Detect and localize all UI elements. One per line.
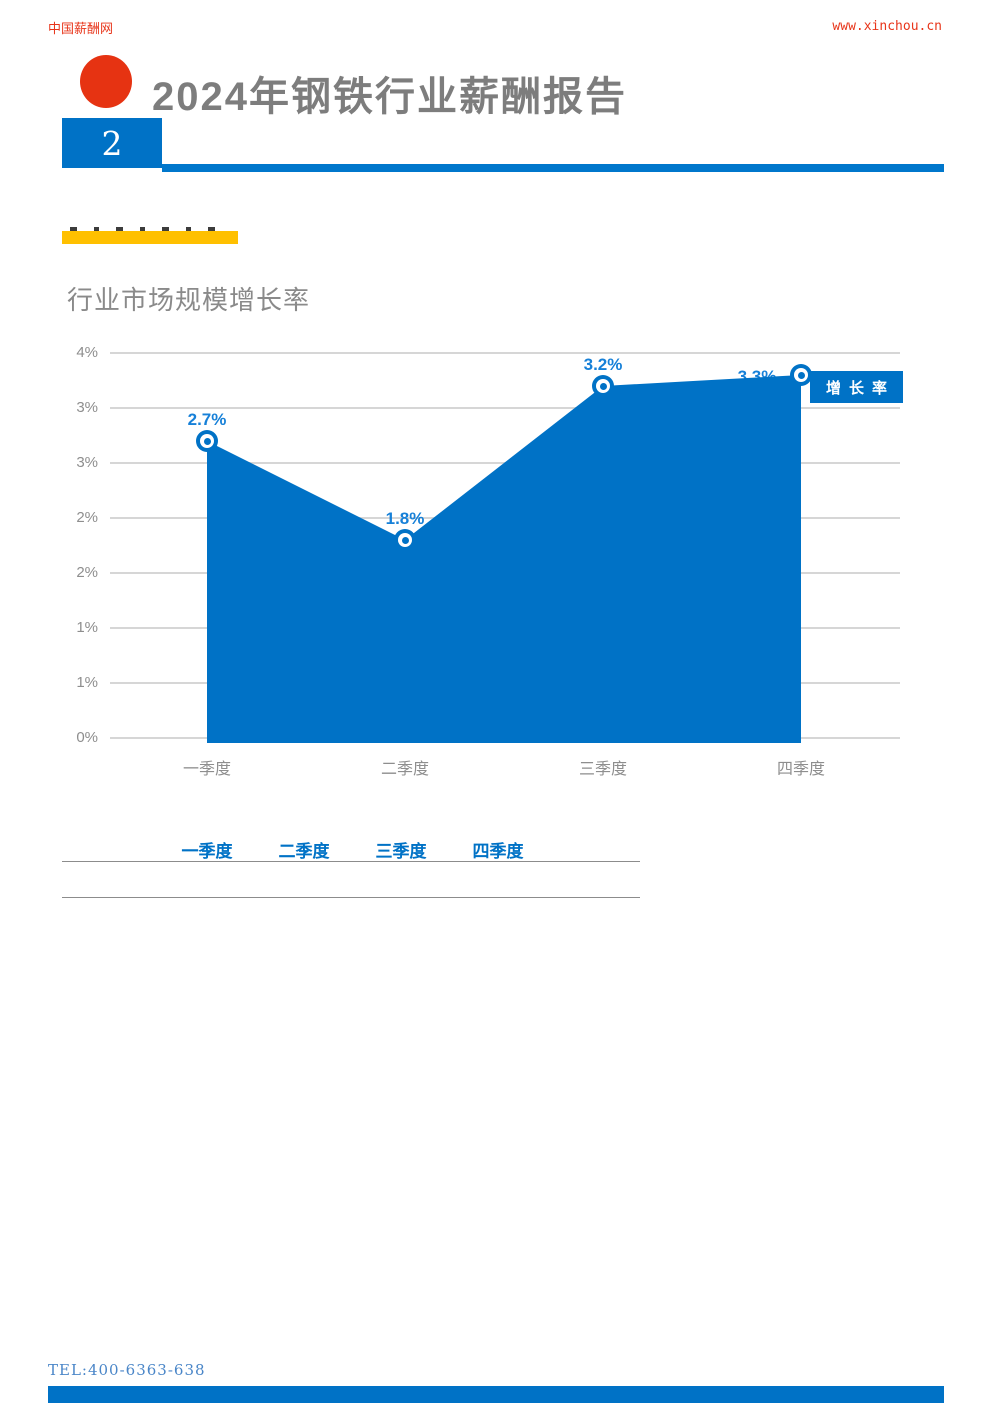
marker-dot — [599, 382, 607, 390]
chart-gridline — [110, 572, 900, 574]
table-divider-bottom — [62, 897, 640, 898]
chart-gridline — [110, 462, 900, 464]
marker-ring — [794, 368, 808, 382]
data-point-marker — [790, 364, 812, 386]
y-axis-tick-label: 3% — [76, 399, 98, 416]
x-axis-label: 三季度 — [578, 761, 627, 778]
data-point-marker — [196, 430, 218, 452]
page-number: 2 — [101, 123, 123, 163]
marker-ring — [398, 533, 412, 547]
report-title: 2024年钢铁行业薪酬报告 — [152, 75, 627, 119]
data-label: 3.3% — [737, 367, 777, 386]
y-axis-tick-label: 3% — [76, 454, 98, 471]
marker-dot — [401, 536, 409, 544]
chart-gridline — [110, 682, 900, 684]
chart-gridline — [110, 517, 900, 519]
x-axis-label: 二季度 — [380, 761, 429, 778]
y-axis-tick-label: 1% — [76, 674, 98, 691]
y-axis-tick-label: 2% — [76, 509, 98, 526]
site-url: www.xinchou.cn — [832, 19, 942, 34]
table-header-cell: 四季度 — [472, 842, 524, 861]
table-header-cell: 一季度 — [181, 842, 233, 861]
data-label: 1.8% — [385, 509, 425, 528]
chart-title: 行业市场规模增长率 — [67, 285, 311, 315]
table-header-cell: 二季度 — [278, 842, 330, 861]
clipped-text-fragments — [70, 227, 228, 231]
footer-accent-bar — [48, 1386, 944, 1403]
marker-dot — [203, 437, 211, 445]
marker-ring — [200, 434, 214, 448]
marker-ring — [596, 379, 610, 393]
site-name: 中国薪酬网 — [48, 22, 114, 37]
y-axis-tick-label: 2% — [76, 564, 98, 581]
x-axis-label: 四季度 — [776, 761, 825, 778]
area-fill — [207, 375, 801, 743]
section-highlight-bar — [62, 231, 238, 244]
legend-label: 增长率 — [825, 379, 895, 397]
y-axis-tick-label: 4% — [76, 344, 98, 361]
table-header-cell: 三季度 — [375, 842, 427, 861]
x-axis-label: 一季度 — [182, 761, 231, 778]
data-label: 3.2% — [583, 355, 623, 374]
data-point-marker — [592, 375, 614, 397]
chart-gridline — [110, 737, 900, 739]
data-point-marker — [394, 529, 416, 551]
y-axis-tick-label: 1% — [76, 619, 98, 636]
chart-gridline — [110, 627, 900, 629]
chart-gridline — [110, 352, 900, 354]
marker-dot — [797, 371, 805, 379]
table-divider-top — [62, 861, 640, 862]
header-accent-bar — [162, 164, 944, 172]
page-number-box: 2 — [62, 118, 162, 168]
y-axis-tick-label: 0% — [76, 729, 98, 746]
footer-tel: TEL:400-6363-638 — [48, 1361, 206, 1379]
chart-legend: 增长率 — [810, 371, 903, 403]
data-label: 2.7% — [187, 410, 227, 429]
growth-rate-chart: 增长率 4% 3% 3% 2% 2% 1% 1% 0% 2.7% 1.8% 3.2% 3.3% 一季度 二… — [76, 344, 903, 778]
brand-dot-icon — [80, 55, 132, 108]
chart-gridline — [110, 407, 900, 409]
